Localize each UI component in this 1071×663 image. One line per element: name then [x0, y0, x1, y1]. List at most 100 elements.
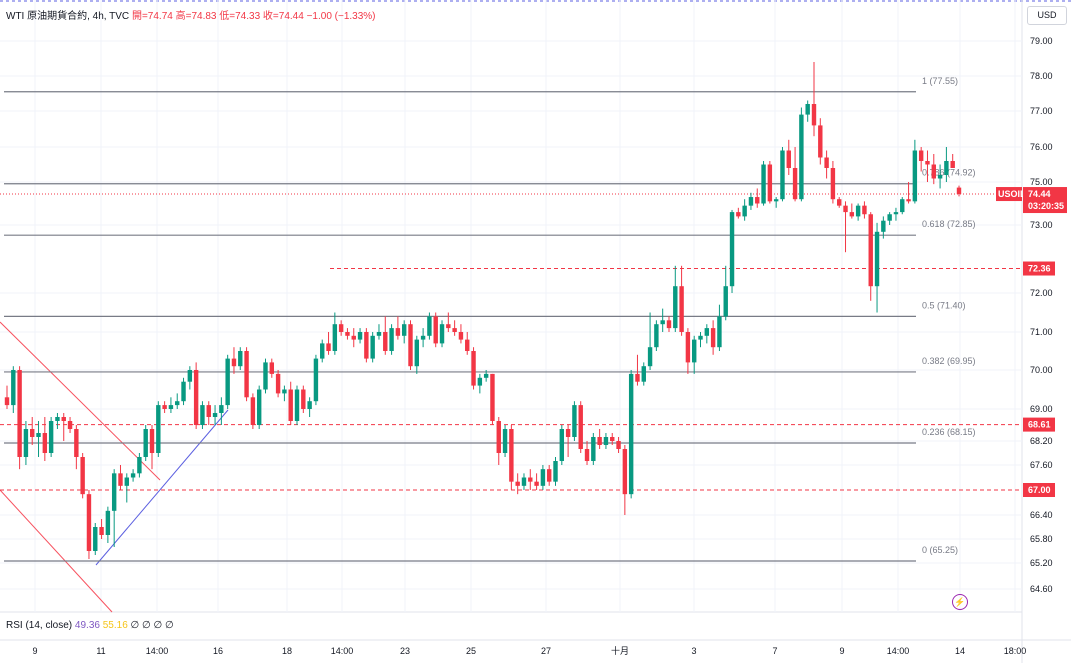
candle — [439, 324, 445, 344]
x-tick-label: 14:00 — [887, 646, 910, 656]
channel-line-lower — [0, 489, 113, 613]
y-tick-label: 66.40 — [1030, 510, 1053, 520]
candle — [408, 324, 413, 367]
candle — [591, 437, 596, 461]
x-tick-label: 14 — [955, 646, 965, 656]
y-tick-label: 75.00 — [1030, 177, 1053, 187]
candle — [509, 429, 514, 482]
candle — [673, 286, 678, 329]
candle — [534, 481, 539, 486]
candle — [843, 205, 848, 213]
candle — [925, 161, 930, 165]
candle — [742, 205, 747, 217]
candle — [553, 461, 558, 482]
candle — [86, 494, 92, 551]
candle — [269, 362, 275, 374]
current-price-value: 74.44 — [1028, 189, 1051, 199]
candle — [17, 370, 22, 457]
candle — [55, 417, 60, 421]
candle — [427, 316, 432, 336]
candle — [881, 220, 886, 232]
x-tick-label: 9 — [32, 646, 37, 656]
countdown-value: 03:20:35 — [1028, 201, 1064, 211]
candle — [420, 335, 426, 340]
candle — [288, 389, 293, 421]
candle — [111, 473, 117, 511]
y-tick-label: 70.00 — [1030, 365, 1053, 375]
candle — [704, 328, 710, 336]
candle — [156, 405, 161, 453]
candle — [433, 316, 438, 344]
y-tick-label: 79.00 — [1030, 36, 1053, 46]
candle — [912, 150, 918, 202]
fib-level-label: 1 (77.55) — [922, 76, 958, 86]
candle — [698, 335, 703, 340]
candle — [622, 449, 628, 495]
candle — [906, 199, 911, 202]
candle — [206, 405, 211, 417]
candle — [471, 351, 476, 386]
candle — [80, 457, 85, 495]
candle — [862, 205, 867, 215]
candle — [603, 437, 609, 445]
candle — [244, 351, 249, 398]
candle — [74, 429, 79, 457]
candle — [521, 477, 527, 486]
candle — [326, 343, 331, 351]
candle — [256, 389, 262, 425]
candle — [124, 477, 129, 486]
candle — [11, 370, 16, 406]
fib-level-label: 0 (65.25) — [922, 545, 958, 555]
x-tick-label: 7 — [772, 646, 777, 656]
candle — [130, 473, 136, 478]
fib-level-label: 0.382 (69.95) — [922, 356, 976, 366]
candle — [238, 351, 243, 367]
channel-line-upper — [0, 321, 161, 481]
candle — [320, 343, 325, 359]
candle — [61, 417, 66, 421]
candle — [42, 433, 48, 453]
candle — [540, 469, 546, 486]
candle — [458, 332, 464, 340]
candle — [641, 366, 646, 382]
symbol-title: WTI 原油期貨合約, 4h, TVC — [6, 11, 130, 22]
candle — [900, 199, 905, 213]
candle — [685, 332, 691, 363]
candle — [351, 335, 356, 340]
candle — [855, 205, 861, 217]
candle — [187, 370, 193, 382]
y-tick-label: 72.00 — [1030, 288, 1053, 298]
close-value: 收=74.44 — [262, 11, 304, 22]
candle — [931, 164, 936, 179]
candle — [950, 161, 955, 168]
candle — [767, 164, 773, 202]
low-value: 低=74.33 — [219, 11, 261, 22]
candle — [666, 320, 672, 329]
symbol-legend: WTI 原油期貨合約, 4h, TVC 開=74.74 高=74.83 低=74… — [6, 7, 376, 22]
candle — [799, 114, 804, 200]
y-tick-label: 65.20 — [1030, 558, 1053, 568]
candle — [301, 389, 306, 409]
x-tick-label: 9 — [839, 646, 844, 656]
candle — [345, 332, 350, 336]
candle — [944, 161, 949, 175]
x-tick-label: 11 — [96, 646, 105, 656]
candle — [546, 469, 552, 482]
x-tick-label: 18:00 — [1004, 646, 1027, 656]
candle — [736, 212, 741, 217]
price-tag — [1023, 483, 1055, 497]
candle — [496, 421, 501, 453]
candle — [811, 104, 817, 126]
candle — [282, 389, 287, 394]
candle — [628, 373, 634, 495]
candle — [383, 332, 388, 351]
currency-button[interactable]: USD — [1027, 6, 1067, 25]
candle — [225, 358, 230, 406]
candle — [660, 320, 665, 325]
candle — [483, 373, 489, 378]
candle — [48, 421, 54, 453]
lightning-icon[interactable]: ⚡ — [952, 594, 968, 610]
candle — [313, 358, 319, 402]
y-tick-label: 67.60 — [1030, 460, 1053, 470]
